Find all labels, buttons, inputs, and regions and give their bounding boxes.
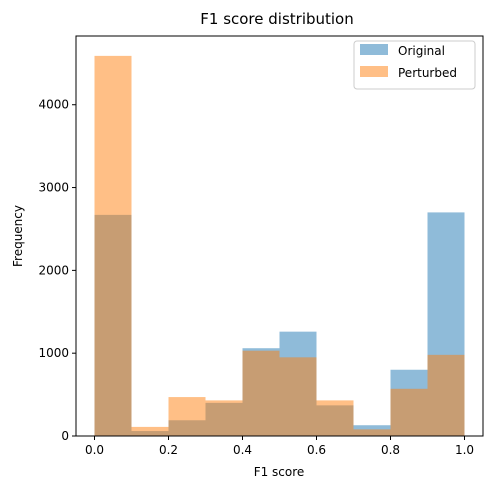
y-tick-label: 2000 bbox=[38, 263, 69, 277]
x-tick-label: 0.8 bbox=[381, 443, 400, 457]
bar-perturbed-7 bbox=[353, 429, 391, 436]
bar-perturbed-9 bbox=[427, 354, 465, 436]
bar-perturbed-1 bbox=[131, 426, 169, 436]
legend-swatch-original bbox=[360, 44, 388, 55]
x-axis-label: F1 score bbox=[254, 465, 305, 479]
x-tick-label: 0.4 bbox=[233, 443, 252, 457]
legend: Original Perturbed bbox=[353, 40, 476, 90]
x-tick-label: 0.6 bbox=[307, 443, 326, 457]
x-tick-label: 1.0 bbox=[455, 443, 474, 457]
bars-group bbox=[94, 55, 465, 436]
y-tick-label: 1000 bbox=[38, 346, 69, 360]
bar-perturbed-4 bbox=[242, 350, 280, 436]
y-tick-label: 3000 bbox=[38, 181, 69, 195]
y-axis-label: Frequency bbox=[11, 205, 25, 267]
y-tick-label: 4000 bbox=[38, 98, 69, 112]
bar-perturbed-3 bbox=[205, 400, 243, 436]
legend-label-perturbed: Perturbed bbox=[398, 66, 457, 80]
chart-title: F1 score distribution bbox=[200, 10, 354, 28]
x-tick-label: 0.0 bbox=[85, 443, 104, 457]
legend-label-original: Original bbox=[398, 44, 445, 58]
bar-perturbed-5 bbox=[279, 357, 317, 436]
x-axis-ticks: 0.0 0.2 0.4 0.6 0.8 1.0 bbox=[85, 436, 474, 457]
plot-frame bbox=[75, 35, 484, 437]
bar-perturbed-0 bbox=[94, 55, 132, 436]
x-tick-label: 0.2 bbox=[159, 443, 178, 457]
bar-perturbed-6 bbox=[316, 400, 354, 436]
legend-swatch-perturbed bbox=[360, 66, 388, 77]
bar-perturbed-2 bbox=[168, 397, 206, 436]
y-tick-label: 0 bbox=[61, 429, 69, 443]
bar-perturbed-8 bbox=[390, 388, 428, 436]
y-axis-ticks: 0 1000 2000 3000 4000 bbox=[38, 98, 76, 443]
